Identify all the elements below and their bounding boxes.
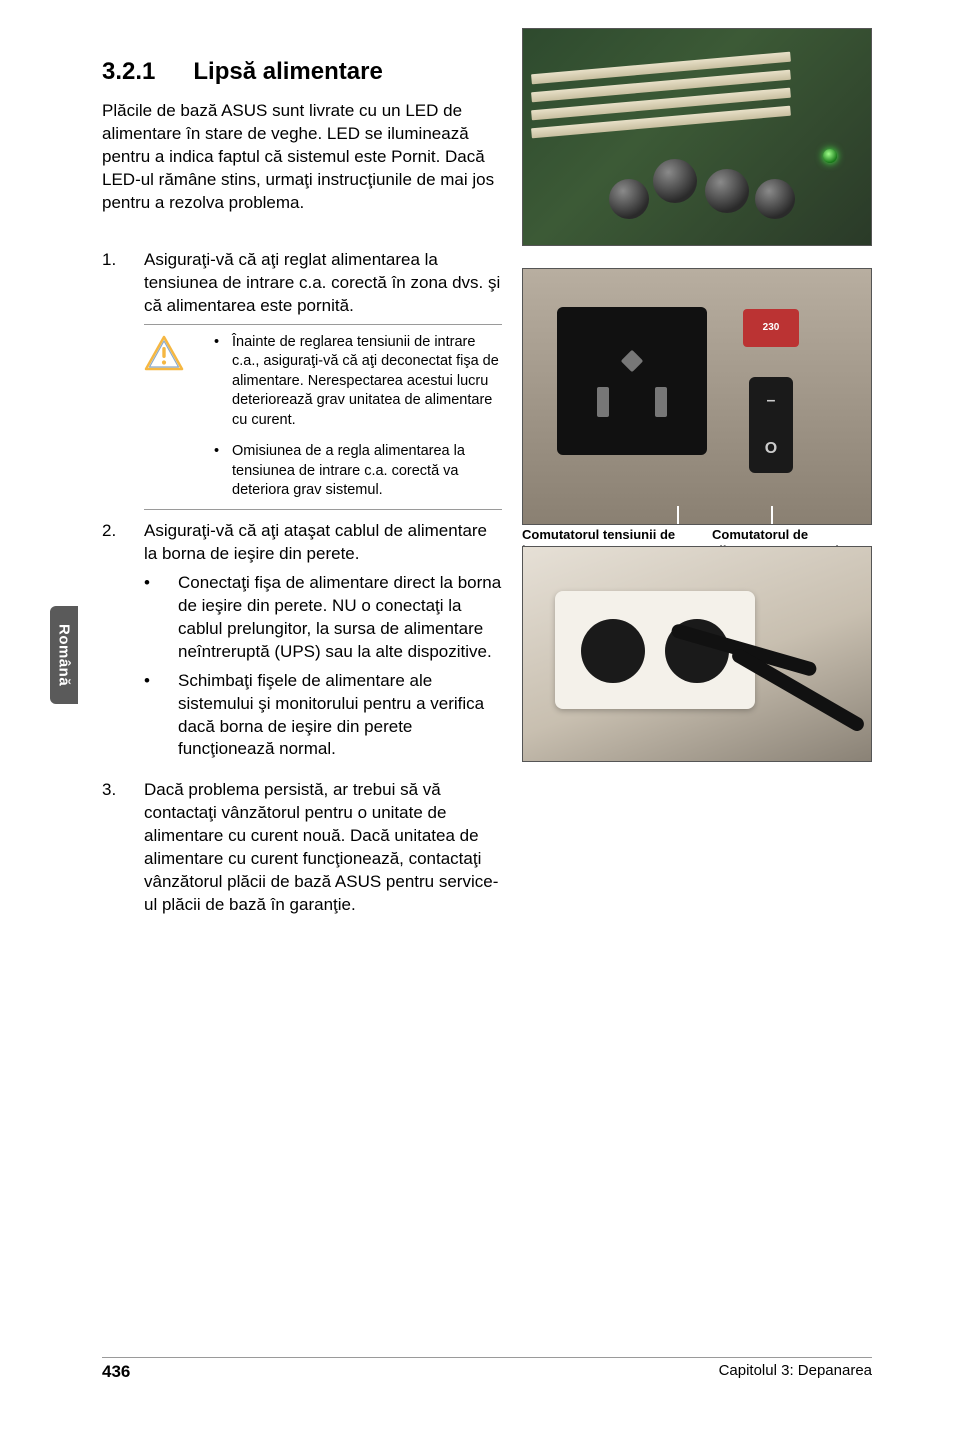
step-1: 1. Asiguraţi-vă că aţi reglat alimentare… [102, 249, 502, 318]
page-number: 436 [102, 1362, 130, 1382]
caution-icon [144, 333, 184, 502]
bullet-dot: • [214, 333, 232, 431]
step-body: Asiguraţi-vă că aţi reglat alimentarea l… [144, 249, 502, 318]
step-marker: 3. [102, 779, 144, 917]
photo-motherboard-led [522, 28, 872, 246]
step-body: Asiguraţi-vă că aţi ataşat cablul de ali… [144, 520, 502, 566]
intro-paragraph: Plăcile de bază ASUS sunt livrate cu un … [102, 100, 497, 215]
page: Română 3.2.1 Lipsă alimentare Plăcile de … [0, 0, 954, 1438]
sub-bullet-text: Conectaţi fişa de alimentare direct la b… [178, 572, 502, 664]
rocker-on-label: – [767, 392, 776, 410]
right-column: 230 – O Comutatorul tensiunii de intrare… [522, 28, 872, 576]
caution-bullet: • Omisiunea de a regla alimentarea la te… [214, 442, 502, 501]
caution-bullet: • Înainte de reglarea tensiunii de intra… [214, 333, 502, 431]
sub-bullet: • Conectaţi fişa de alimentare direct la… [144, 572, 502, 664]
rocker-off-label: O [765, 440, 777, 458]
step-marker: 2. [102, 520, 144, 566]
bullet-dot: • [144, 572, 178, 664]
step-2: 2. Asiguraţi-vă că aţi ataşat cablul de … [102, 520, 502, 566]
photo-psu-back: 230 – O [522, 268, 872, 525]
caution-note: • Înainte de reglarea tensiunii de intra… [144, 324, 502, 511]
voltage-switch-label: 230 [743, 309, 799, 347]
step-3: 3. Dacă problema persistă, ar trebui să … [102, 779, 502, 917]
chapter-label: Capitolul 3: Depanarea [719, 1362, 872, 1382]
step-body: Dacă problema persistă, ar trebui să vă … [144, 779, 502, 917]
two-column-region: 1. Asiguraţi-vă că aţi reglat alimentare… [102, 249, 872, 917]
heading-number: 3.2.1 [102, 58, 155, 86]
caution-text: Omisiunea de a regla alimentarea la tens… [232, 442, 502, 501]
bullet-dot: • [144, 670, 178, 762]
sub-bullet: • Schimbaţi fişele de alimentare ale sis… [144, 670, 502, 762]
content-area: 3.2.1 Lipsă alimentare Plăcile de bază AS… [102, 58, 872, 917]
caution-bullet-list: • Înainte de reglarea tensiunii de intra… [214, 333, 502, 502]
sub-bullet-text: Schimbaţi fişele de alimentare ale siste… [178, 670, 502, 762]
bullet-dot: • [214, 442, 232, 501]
page-footer: 436 Capitolul 3: Depanarea [102, 1357, 872, 1382]
heading-title: Lipsă alimentare [193, 58, 382, 85]
language-side-tab: Română [50, 606, 78, 704]
step-marker: 1. [102, 249, 144, 318]
step-2-sub-bullets: • Conectaţi fişa de alimentare direct la… [102, 572, 502, 762]
caution-text: Înainte de reglarea tensiunii de intrare… [232, 333, 502, 431]
photo-wall-outlet [522, 546, 872, 762]
left-column: 1. Asiguraţi-vă că aţi reglat alimentare… [102, 249, 502, 917]
